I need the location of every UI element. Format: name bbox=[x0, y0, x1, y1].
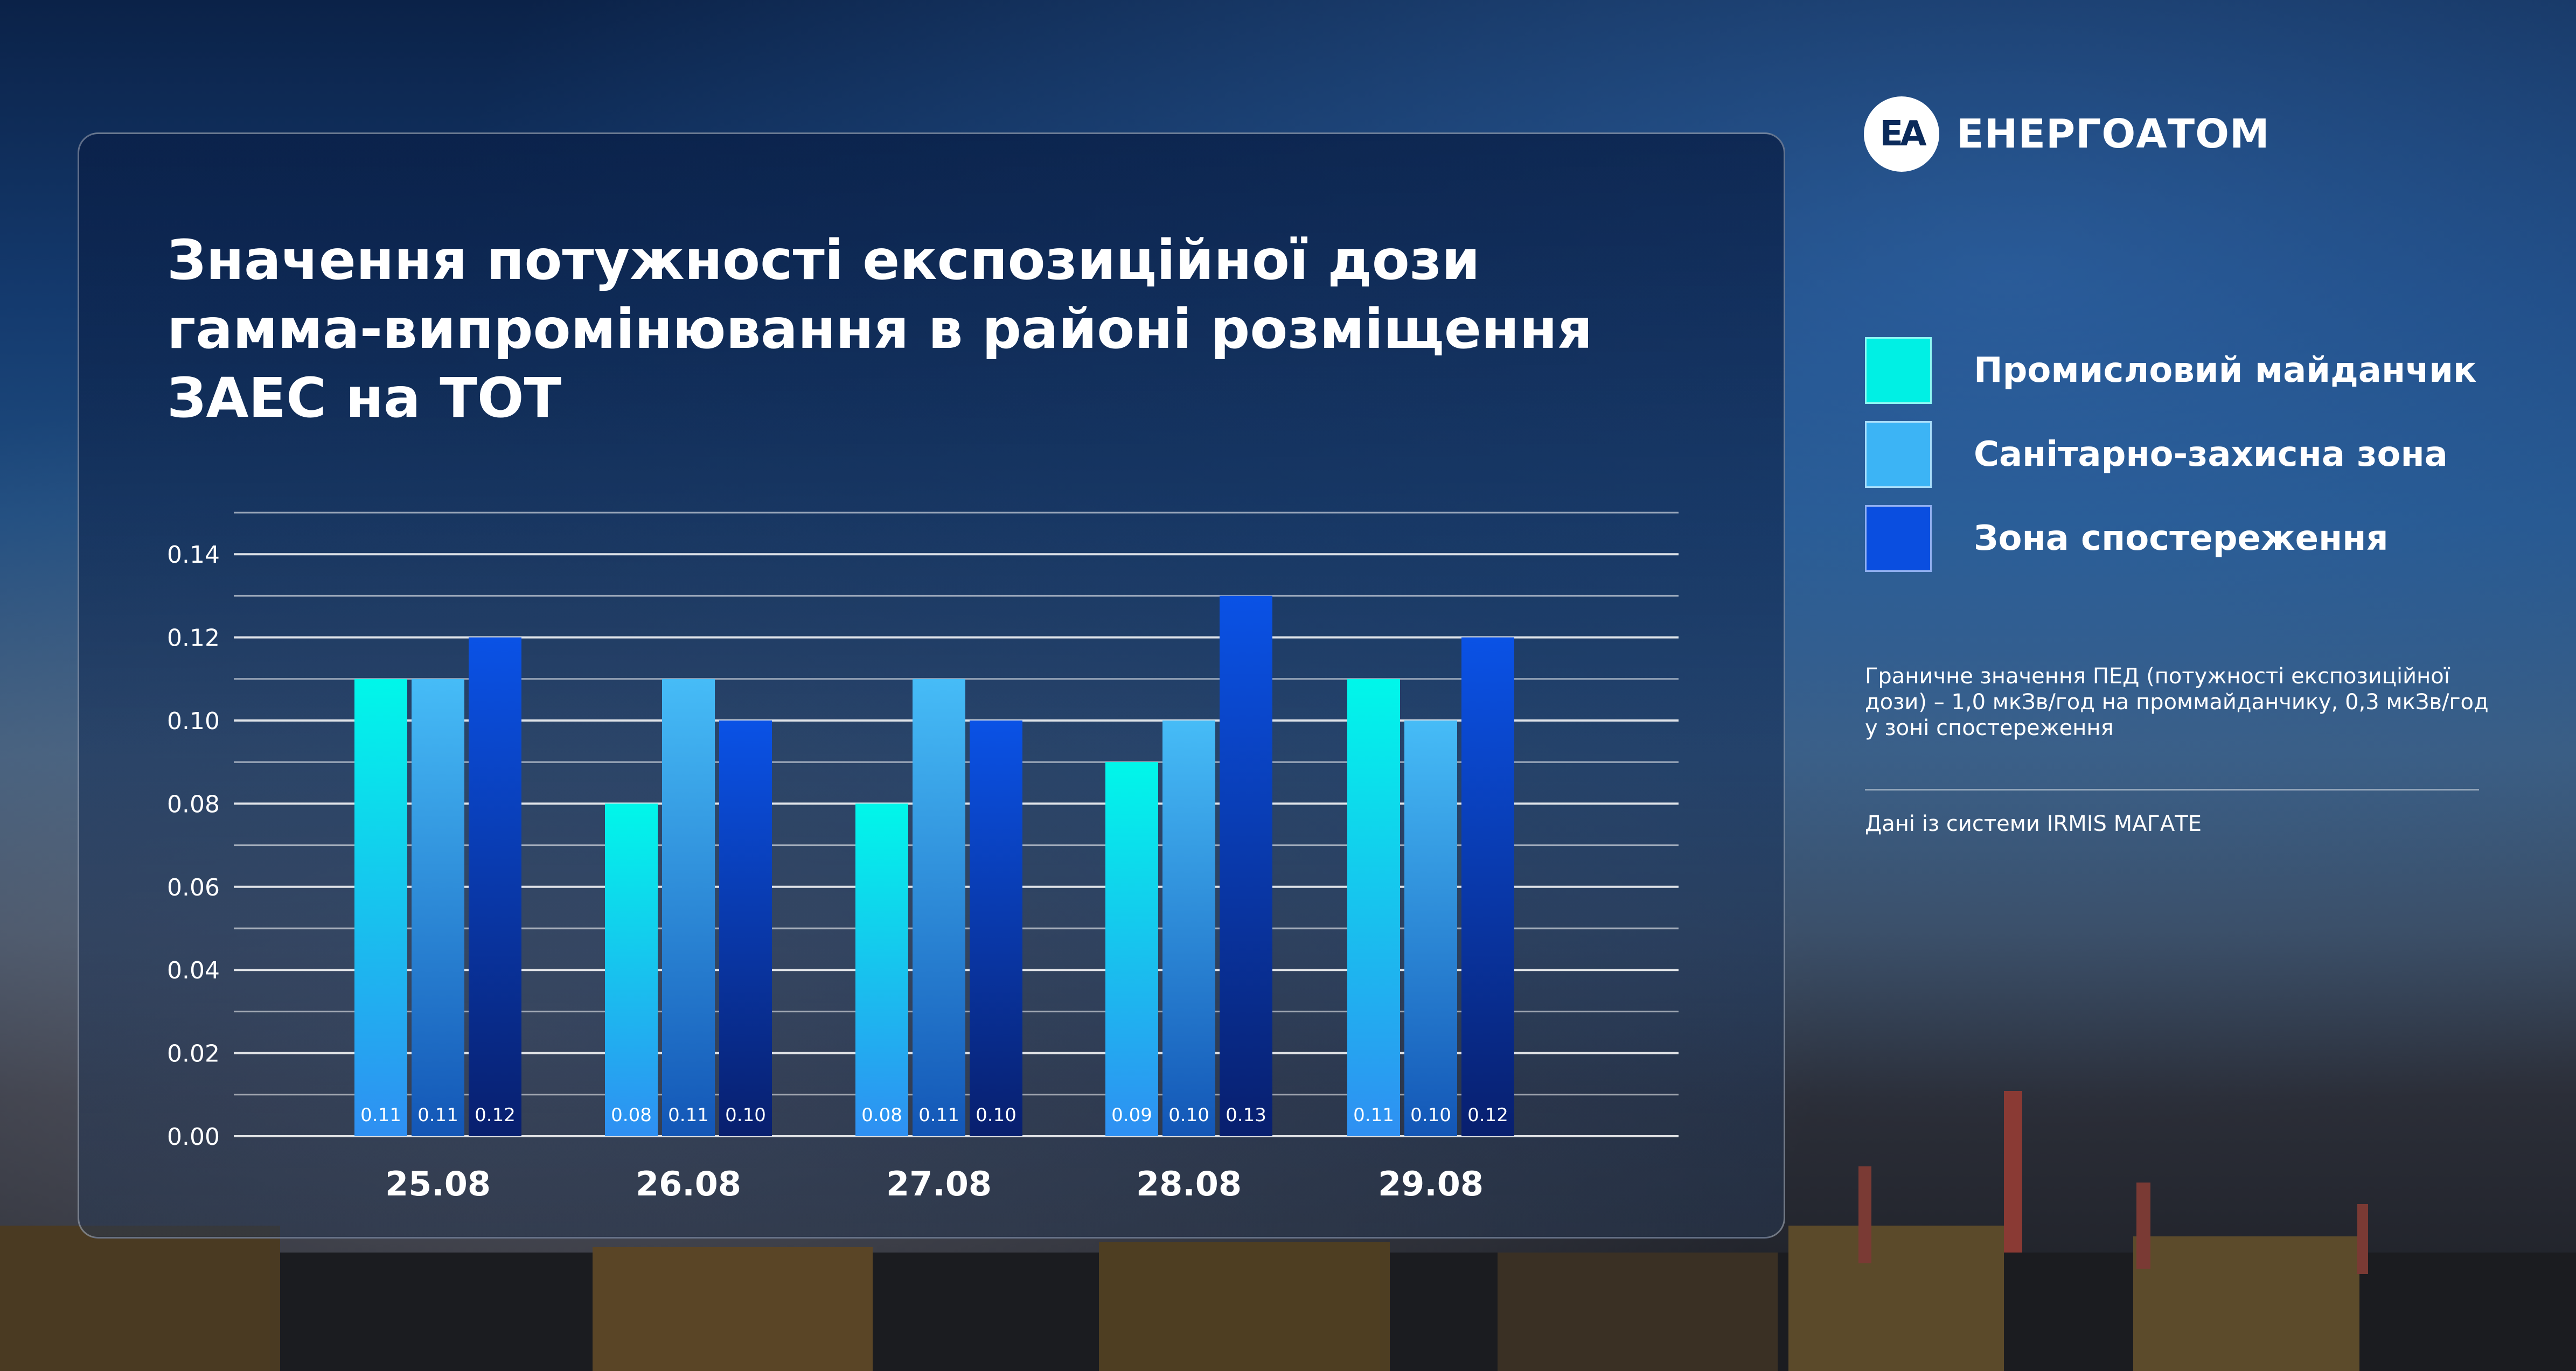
bar-value-label: 0.10 bbox=[1410, 1104, 1451, 1126]
legend-label: Санітарно-захисна зона bbox=[1974, 435, 2448, 474]
chart-title: Значення потужності експозиційної дози г… bbox=[167, 228, 1593, 430]
bar bbox=[1162, 721, 1215, 1136]
bar bbox=[1461, 637, 1514, 1136]
bar-value-label: 0.10 bbox=[976, 1104, 1017, 1126]
legend-swatch bbox=[1865, 421, 1932, 488]
x-category-label: 29.08 bbox=[1378, 1164, 1484, 1204]
legend-item-observation-zone: Зона спостереження bbox=[1865, 504, 2476, 573]
bar bbox=[913, 678, 965, 1136]
data-source: Дані із системи IRMIS МАГАТЕ bbox=[1865, 812, 2202, 836]
legend-item-sanitary-zone: Санітарно-захисна зона bbox=[1865, 420, 2476, 489]
bar bbox=[469, 637, 521, 1136]
bar bbox=[1105, 762, 1158, 1136]
bar bbox=[970, 721, 1022, 1136]
x-category-label: 26.08 bbox=[636, 1164, 741, 1204]
divider bbox=[1865, 789, 2479, 791]
x-category-label: 25.08 bbox=[385, 1164, 491, 1204]
y-tick-label: 0.04 bbox=[167, 957, 220, 984]
legend-item-industrial-site: Промисловий майданчик bbox=[1865, 336, 2476, 405]
bar-value-label: 0.12 bbox=[1467, 1104, 1508, 1126]
y-tick-label: 0.14 bbox=[167, 541, 220, 569]
logo-icon: EA bbox=[1864, 96, 1939, 172]
y-tick-label: 0.06 bbox=[167, 874, 220, 901]
legend-label: Промисловий майданчик bbox=[1974, 351, 2477, 390]
bar-value-label: 0.10 bbox=[725, 1104, 766, 1126]
legend-swatch bbox=[1865, 505, 1932, 572]
bar bbox=[1404, 721, 1457, 1136]
bar-value-label: 0.11 bbox=[417, 1104, 458, 1126]
bar bbox=[719, 721, 772, 1136]
y-tick-label: 0.10 bbox=[167, 708, 220, 735]
bar-value-label: 0.11 bbox=[360, 1104, 401, 1126]
y-tick-label: 0.12 bbox=[167, 625, 220, 652]
x-category-label: 27.08 bbox=[886, 1164, 992, 1204]
y-tick-label: 0.02 bbox=[167, 1040, 220, 1068]
legend-swatch bbox=[1865, 337, 1932, 404]
bar-value-label: 0.09 bbox=[1111, 1104, 1152, 1126]
energoatom-logo: EA ЕНЕРГОАТОМ bbox=[1864, 94, 2270, 174]
logo-text: ЕНЕРГОАТОМ bbox=[1957, 111, 2270, 157]
bar-value-label: 0.08 bbox=[861, 1104, 902, 1126]
bar-value-label: 0.13 bbox=[1226, 1104, 1266, 1126]
power-plant-silhouette bbox=[0, 1091, 2576, 1371]
legend-label: Зона спостереження bbox=[1974, 519, 2389, 558]
bar-value-label: 0.08 bbox=[611, 1104, 652, 1126]
bar bbox=[412, 678, 464, 1136]
bar-value-label: 0.11 bbox=[918, 1104, 959, 1126]
y-tick-label: 0.00 bbox=[167, 1123, 220, 1151]
bar-value-label: 0.11 bbox=[1353, 1104, 1394, 1126]
bar bbox=[354, 678, 407, 1136]
bar bbox=[855, 803, 908, 1136]
bar bbox=[1220, 596, 1272, 1136]
x-category-label: 28.08 bbox=[1136, 1164, 1242, 1204]
chart-legend: Промисловий майданчик Санітарно-захисна … bbox=[1865, 336, 2476, 588]
bar bbox=[662, 678, 715, 1136]
bar-value-label: 0.11 bbox=[668, 1104, 709, 1126]
bar-value-label: 0.10 bbox=[1168, 1104, 1209, 1126]
limit-note: Граничне значення ПЕД (потужності експоз… bbox=[1865, 664, 2489, 740]
bar bbox=[605, 803, 658, 1136]
logo-mark-text: EA bbox=[1879, 114, 1926, 154]
bar-value-label: 0.12 bbox=[475, 1104, 516, 1126]
y-tick-label: 0.08 bbox=[167, 791, 220, 818]
bar bbox=[1347, 678, 1400, 1136]
